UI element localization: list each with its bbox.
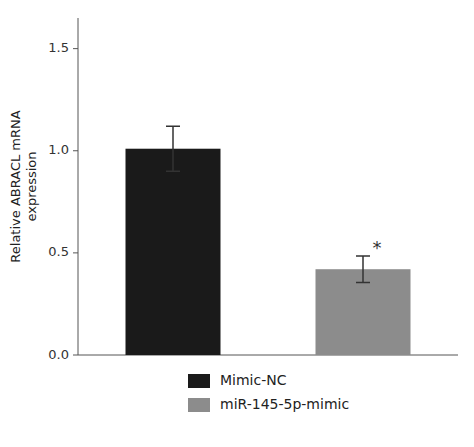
legend-label: Mimic-NC [220, 372, 287, 388]
error-bar [356, 256, 370, 283]
y-axis-line [78, 18, 79, 355]
legend-swatch [188, 398, 210, 412]
error-bar [166, 126, 180, 171]
y-axis-label: Relative ABRACL mRNAexpression [8, 110, 39, 262]
y-tick-label: 1.0 [48, 142, 69, 157]
legend-swatch [188, 374, 210, 388]
bars [126, 126, 411, 355]
y-axis: 0.0 0.5 1.0 1.5 [48, 18, 78, 362]
legend-label: miR-145-5p-mimic [220, 396, 349, 412]
y-tick-label: 1.5 [48, 40, 69, 55]
chart: 0.0 0.5 1.0 1.5 Relative ABRACL mRNAexpressi… [0, 0, 474, 447]
y-tick-label: 0.5 [48, 244, 69, 259]
y-tick [73, 252, 78, 253]
bar [126, 149, 221, 355]
y-tick [73, 355, 78, 356]
legend: Mimic-NC miR-145-5p-mimic [188, 372, 349, 412]
error-bar-line [166, 126, 180, 171]
y-tick [73, 48, 78, 49]
y-tick [73, 150, 78, 151]
annotation: * [373, 237, 382, 258]
y-tick-label: 0.0 [48, 347, 69, 362]
error-bar-line [356, 256, 370, 283]
